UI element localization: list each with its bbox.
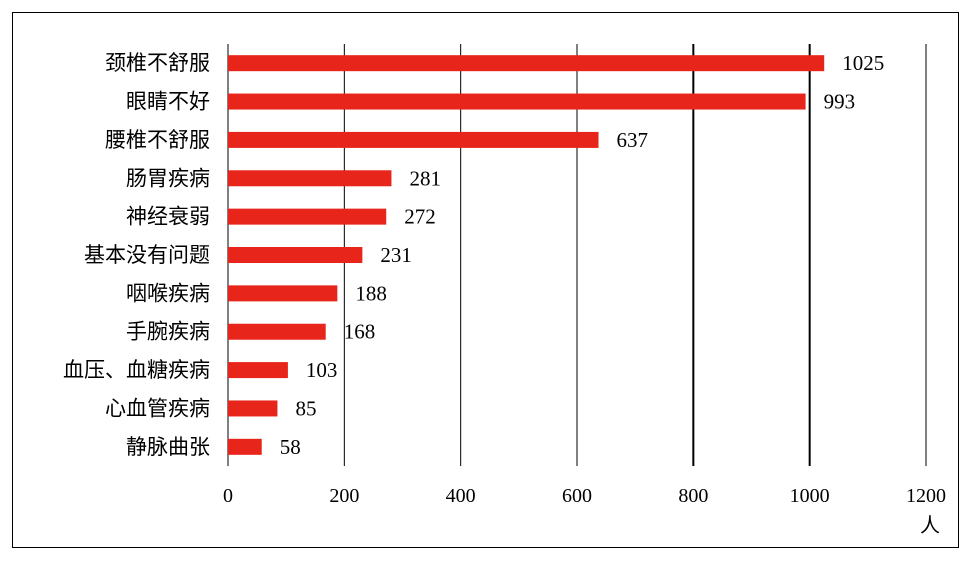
x-tick-label-200: 200	[329, 485, 359, 507]
value-label-5: 231	[380, 243, 412, 267]
category-label-3: 肠胃疾病	[126, 166, 210, 190]
value-label-4: 272	[404, 205, 436, 229]
category-label-10: 静脉曲张	[126, 435, 210, 459]
bar-4	[228, 208, 387, 225]
x-unit-label: 人	[920, 513, 940, 537]
category-label-0: 颈椎不舒服	[105, 51, 210, 75]
category-labels: 颈椎不舒服眼睛不好腰椎不舒服肠胃疾病神经衰弱基本没有问题咽喉疾病手腕疾病血压、血…	[63, 51, 210, 459]
value-label-1: 993	[824, 90, 856, 114]
bar-8	[228, 362, 288, 379]
bar-0	[228, 55, 825, 72]
category-label-4: 神经衰弱	[126, 205, 210, 229]
value-label-6: 188	[355, 281, 387, 305]
x-tick-label-1000: 1000	[790, 485, 830, 507]
x-tick-label-800: 800	[678, 485, 708, 507]
category-label-6: 咽喉疾病	[126, 281, 210, 305]
value-label-9: 85	[295, 396, 316, 420]
x-tick-label-0: 0	[223, 485, 233, 507]
x-tick-label-1200: 1200	[906, 485, 946, 507]
category-label-7: 手腕疾病	[126, 320, 210, 344]
bars	[228, 55, 825, 455]
value-label-10: 58	[280, 435, 301, 459]
category-label-9: 心血管疾病	[105, 396, 210, 420]
category-label-2: 腰椎不舒服	[105, 128, 210, 152]
category-label-5: 基本没有问题	[84, 243, 210, 267]
bar-3	[228, 170, 392, 187]
x-tick-label-600: 600	[562, 485, 592, 507]
bar-2	[228, 131, 599, 148]
bar-7	[228, 323, 326, 340]
bar-6	[228, 285, 338, 302]
category-label-8: 血压、血糖疾病	[63, 358, 210, 382]
category-label-1: 眼睛不好	[126, 90, 210, 114]
value-label-3: 281	[409, 166, 441, 190]
bar-5	[228, 247, 363, 263]
bar-10	[228, 438, 262, 455]
value-label-2: 637	[617, 128, 649, 152]
bar-9	[228, 400, 278, 417]
x-tick-labels: 0 200 400 600 800 1000 1200	[223, 485, 946, 507]
value-label-7: 168	[344, 320, 376, 344]
value-label-8: 103	[306, 358, 338, 382]
bar-1	[228, 93, 806, 110]
x-tick-label-400: 400	[446, 485, 476, 507]
gridlines	[227, 44, 927, 466]
value-label-0: 1025	[842, 51, 884, 75]
